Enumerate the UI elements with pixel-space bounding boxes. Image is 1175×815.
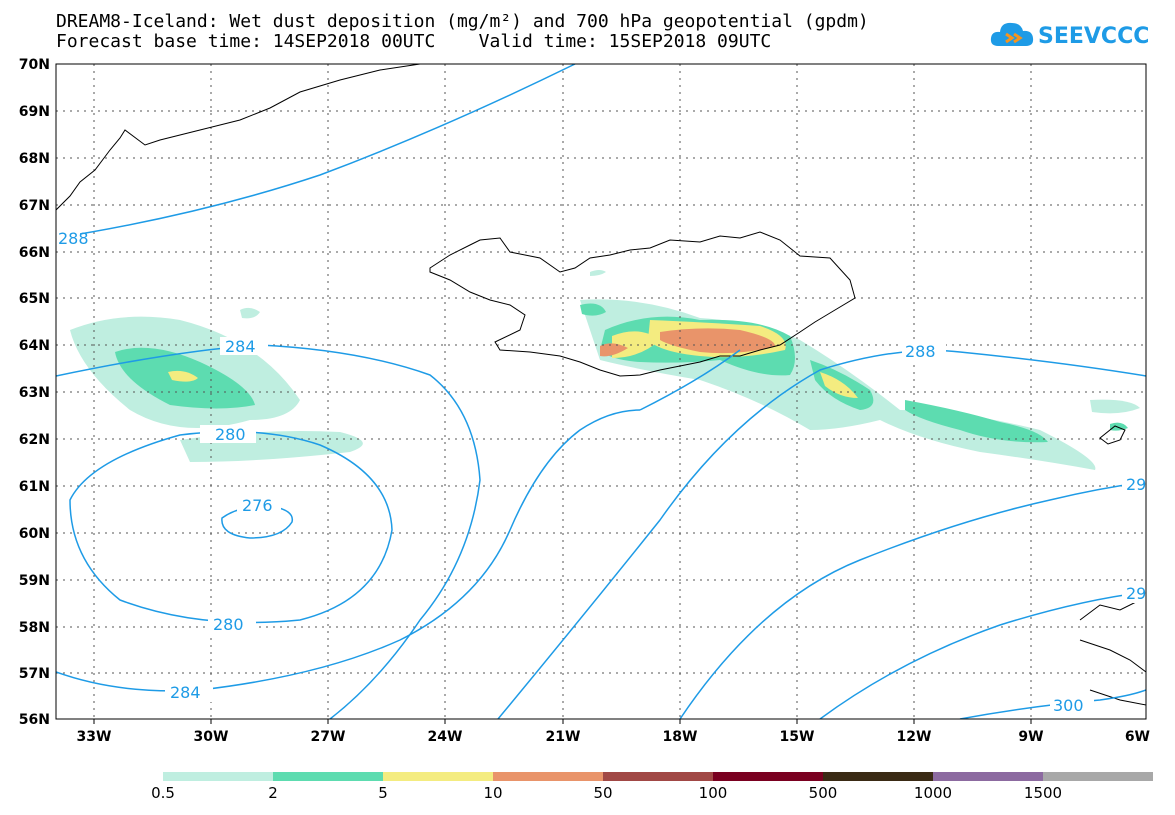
lon-label: 33W xyxy=(77,729,112,745)
contour-label: 280 xyxy=(215,425,246,444)
axis-ticks xyxy=(93,719,1032,724)
contour-292 xyxy=(679,481,1146,719)
colorbar-segment xyxy=(603,772,713,781)
colorbar-segment xyxy=(933,772,1043,781)
colorbar-segment xyxy=(383,772,493,781)
lat-label: 62N xyxy=(19,432,50,448)
colorbar-segment xyxy=(713,772,823,781)
contour-label: 29 xyxy=(1126,584,1146,603)
forecast-times: Forecast base time: 14SEP2018 00UTC Vali… xyxy=(56,31,772,52)
colorbar-label: 0.5 xyxy=(151,784,175,802)
map-title: DREAM8-Iceland: Wet dust deposition (mg/… xyxy=(56,11,869,32)
colorbar-segment xyxy=(493,772,603,781)
colorbar-segment xyxy=(273,772,383,781)
contour-label: 288 xyxy=(58,229,89,248)
geopotential-contours xyxy=(56,64,1146,719)
iceland-coast xyxy=(429,231,856,377)
contour-label: 29 xyxy=(1126,475,1146,494)
lat-label: 69N xyxy=(19,104,50,120)
colorbar-label: 2 xyxy=(268,784,278,802)
lat-label: 57N xyxy=(19,666,50,682)
coastlines xyxy=(56,64,1146,706)
lat-label: 65N xyxy=(19,291,50,307)
contour-280 xyxy=(69,430,393,624)
longitude-labels: 33W 30W 27W 24W 21W 18W 15W 12W 9W 6W xyxy=(77,729,1150,745)
map-frame xyxy=(55,63,1147,720)
lat-label: 68N xyxy=(19,151,50,167)
lon-label: 6W xyxy=(1125,729,1150,745)
lon-label: 24W xyxy=(428,729,463,745)
lat-label: 59N xyxy=(19,573,50,589)
lon-label: 12W xyxy=(897,729,932,745)
logo-text: SEEVCCC xyxy=(1038,24,1150,49)
lat-label: 58N xyxy=(19,620,50,636)
colorbar-label: 50 xyxy=(593,784,613,802)
lon-label: 9W xyxy=(1018,729,1043,745)
colorbar-segment xyxy=(823,772,933,781)
lat-label: 66N xyxy=(19,245,50,261)
lon-label: 15W xyxy=(780,729,815,745)
colorbar-label: 10 xyxy=(483,784,503,802)
colorbar-label: 5 xyxy=(378,784,388,802)
contour-label: 280 xyxy=(213,615,244,634)
contour-288-north xyxy=(56,64,576,239)
colorbar-label: 100 xyxy=(698,784,728,802)
colorbar-label: 1000 xyxy=(913,784,953,802)
contour-label: 288 xyxy=(905,342,936,361)
seevccc-logo: SEEVCCC xyxy=(988,14,1149,60)
lon-label: 30W xyxy=(194,729,229,745)
contour-288 xyxy=(497,349,1146,719)
lat-label: 61N xyxy=(19,479,50,495)
lat-label: 60N xyxy=(19,526,50,542)
lon-label: 21W xyxy=(546,729,581,745)
contour-label: 300 xyxy=(1053,696,1084,715)
scotland-coast xyxy=(1079,597,1146,706)
contour-label: 284 xyxy=(225,337,256,356)
latitude-labels: 70N 69N 68N 67N 66N 65N 64N 63N 62N 61N … xyxy=(19,57,50,728)
contour-label: 276 xyxy=(242,496,273,515)
lat-label: 70N xyxy=(19,57,50,73)
contour-labels: 284 280 276 280 284 288 288 29 29 300 xyxy=(56,229,1146,715)
lat-label: 63N xyxy=(19,385,50,401)
colorbar-label: 500 xyxy=(808,784,838,802)
colorbar-segment xyxy=(163,772,273,781)
lat-label: 56N xyxy=(19,712,50,728)
faroe-islands xyxy=(1099,425,1126,445)
greenland-coast xyxy=(56,64,421,211)
lat-label: 64N xyxy=(19,338,50,354)
contour-label: 284 xyxy=(170,683,201,702)
colorbar-label: 1500 xyxy=(1023,784,1063,802)
contour-296 xyxy=(819,591,1146,719)
dust-deposition-field xyxy=(70,270,1140,470)
lon-label: 27W xyxy=(311,729,346,745)
lon-label: 18W xyxy=(663,729,698,745)
lat-label: 67N xyxy=(19,198,50,214)
colorbar-segment xyxy=(1043,772,1153,781)
cloud-icon xyxy=(990,22,1034,46)
